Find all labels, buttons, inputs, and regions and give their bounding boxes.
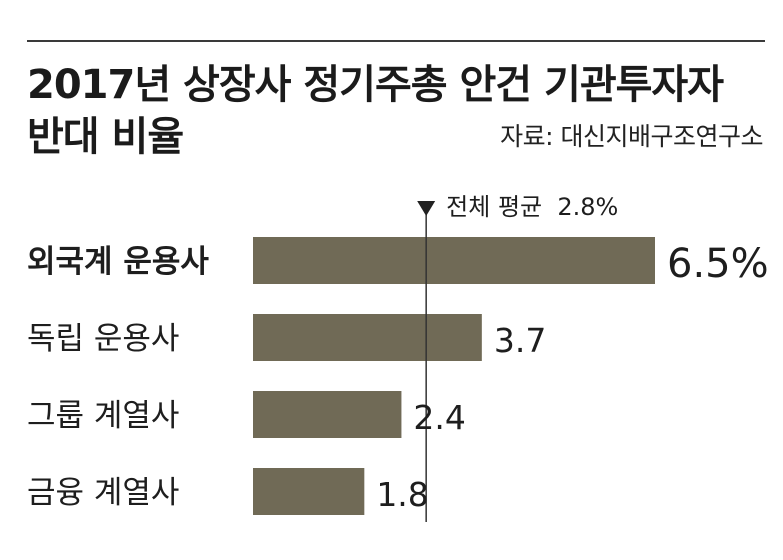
value-label-2: 2.4 (413, 398, 465, 437)
value-label-1: 3.7 (494, 321, 546, 360)
labels-layer: 외국계 운용사 6.5% 독립 운용사 3.7 그룹 계열사 2.4 금융 계열사 1.8 (27, 241, 769, 514)
bars-layer (253, 237, 655, 515)
bar-3 (253, 468, 365, 515)
bar-0 (253, 237, 655, 284)
category-label-3: 금융 계열사 (27, 475, 179, 511)
value-label-0: 6.5% (667, 241, 769, 287)
category-label-1: 독립 운용사 (27, 321, 179, 357)
source-note: 자료: 대신지배구조연구소 (500, 122, 763, 151)
category-label-0: 외국계 운용사 (27, 244, 209, 280)
chart-title-line-2: 반대 비율 (27, 114, 184, 160)
average-layer: 전체 평균 2.8% (417, 193, 618, 522)
top-rule (27, 40, 765, 42)
average-marker-icon (417, 201, 436, 216)
chart-title-line-1: 2017년 상장사 정기주총 안건 기관투자자 (27, 62, 724, 108)
bar-2 (253, 391, 402, 438)
bar-1 (253, 314, 482, 361)
value-label-3: 1.8 (376, 475, 428, 514)
category-label-2: 그룹 계열사 (27, 398, 179, 434)
average-label: 전체 평균 2.8% (446, 193, 618, 221)
